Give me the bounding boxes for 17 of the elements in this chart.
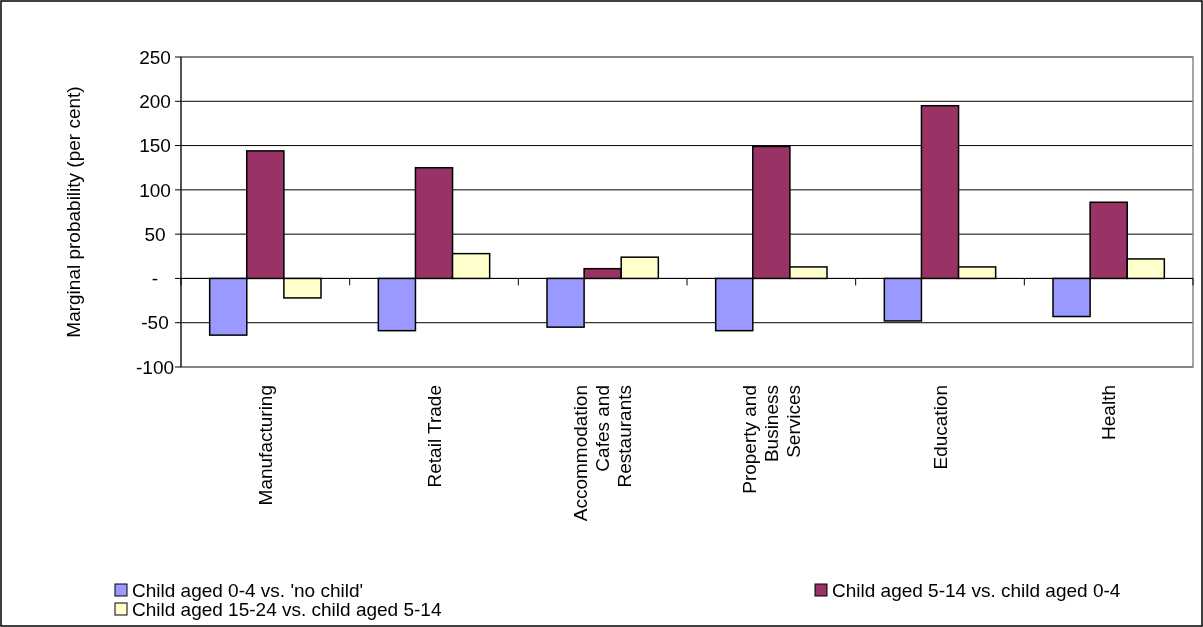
x-tick-label: Retail Trade xyxy=(423,385,445,488)
legend-label: Child aged 0-4 vs. 'no child' xyxy=(132,579,364,601)
y-tick-label: - xyxy=(151,268,159,290)
x-tick-label: Property and Business Services xyxy=(738,385,804,494)
x-tick-label: Accommodation Cafes and Restaurants xyxy=(570,385,636,522)
x-tick-label: Manufacturing xyxy=(254,385,276,506)
y-tick-label: 250 xyxy=(139,46,171,68)
y-tick-label: -100 xyxy=(135,356,175,378)
y-tick-label: 150 xyxy=(139,135,171,157)
y-tick-label: 50 xyxy=(144,223,166,245)
y-axis-title: Marginal probability (per cent) xyxy=(63,86,84,338)
x-tick-label: Education xyxy=(929,385,951,470)
legend-label: Child aged 5-14 vs. child aged 0-4 xyxy=(832,579,1121,601)
x-tick-label: Health xyxy=(1098,385,1120,440)
y-tick-label: 200 xyxy=(139,90,171,112)
y-tick-label: 100 xyxy=(139,179,171,201)
y-tick-label: -50 xyxy=(141,312,169,334)
